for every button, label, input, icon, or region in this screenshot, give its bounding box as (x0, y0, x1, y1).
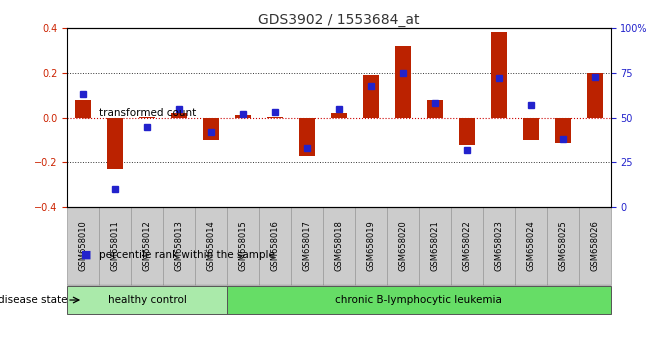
Text: GSM658021: GSM658021 (430, 221, 440, 272)
Bar (355, 207, 386, 285)
Bar (163, 207, 195, 285)
Bar (195, 207, 227, 285)
Bar (459, 118, 474, 144)
Bar (555, 118, 570, 143)
Bar (331, 113, 347, 118)
Text: GSM658019: GSM658019 (366, 221, 375, 272)
Bar (267, 116, 283, 118)
Bar (131, 207, 163, 285)
Bar (419, 207, 451, 285)
Bar (227, 207, 259, 285)
Bar (586, 73, 603, 118)
Bar (299, 118, 315, 156)
Bar (395, 46, 411, 118)
Bar (75, 100, 91, 118)
Bar (235, 115, 251, 118)
Text: transformed count: transformed count (99, 108, 197, 118)
Text: GSM658023: GSM658023 (495, 221, 503, 272)
Title: GDS3902 / 1553684_at: GDS3902 / 1553684_at (258, 13, 419, 27)
Text: ■: ■ (81, 108, 91, 118)
Text: ■: ■ (81, 250, 91, 260)
Text: GSM658018: GSM658018 (334, 221, 344, 272)
Text: chronic B-lymphocytic leukemia: chronic B-lymphocytic leukemia (336, 295, 502, 305)
Bar (67, 207, 99, 285)
Bar (386, 207, 419, 285)
Bar (139, 117, 155, 118)
Text: disease state: disease state (0, 295, 67, 305)
Bar (451, 207, 482, 285)
Bar (99, 207, 131, 285)
Bar (67, 286, 227, 314)
Text: GSM658013: GSM658013 (174, 221, 183, 272)
Bar (523, 118, 539, 140)
Text: GSM658010: GSM658010 (79, 221, 88, 272)
Bar (203, 118, 219, 140)
Text: GSM658016: GSM658016 (270, 221, 279, 272)
Text: GSM658026: GSM658026 (590, 221, 599, 272)
Bar (107, 118, 123, 169)
Bar (323, 207, 355, 285)
Text: GSM658017: GSM658017 (303, 221, 311, 272)
Text: GSM658020: GSM658020 (399, 221, 407, 272)
Bar (515, 207, 547, 285)
Bar (291, 207, 323, 285)
Text: GSM658012: GSM658012 (142, 221, 152, 272)
Bar (547, 207, 578, 285)
Text: GSM658024: GSM658024 (526, 221, 535, 272)
Bar (491, 32, 507, 118)
Text: GSM658025: GSM658025 (558, 221, 567, 272)
Bar (227, 286, 611, 314)
Text: healthy control: healthy control (107, 295, 187, 305)
Text: GSM658015: GSM658015 (238, 221, 248, 272)
Bar (427, 100, 443, 118)
Bar (482, 207, 515, 285)
Text: GSM658011: GSM658011 (111, 221, 119, 272)
Bar (171, 113, 187, 118)
Bar (363, 75, 379, 118)
Bar (259, 207, 291, 285)
Bar (578, 207, 611, 285)
Text: GSM658014: GSM658014 (207, 221, 215, 272)
Text: GSM658022: GSM658022 (462, 221, 471, 272)
Text: percentile rank within the sample: percentile rank within the sample (99, 250, 275, 260)
